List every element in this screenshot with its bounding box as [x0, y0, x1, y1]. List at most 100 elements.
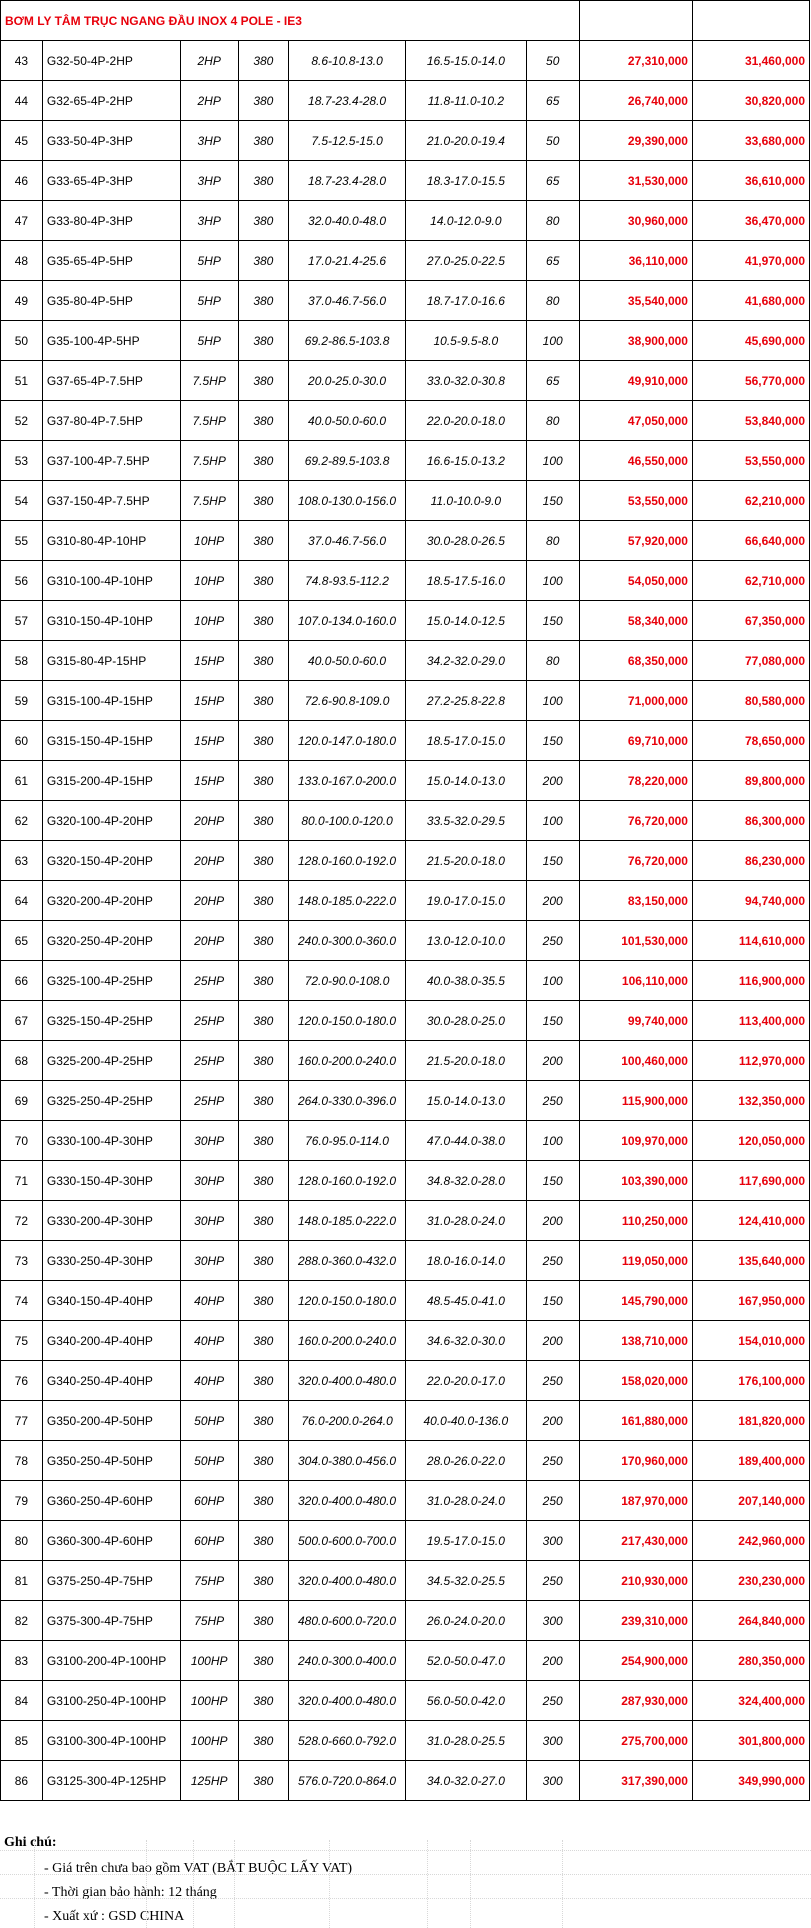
row-number-cell: 46	[0, 160, 43, 201]
price-vat-cell: 62,210,000	[691, 480, 811, 521]
notes-section: Ghi chú: - Giá trên chưa bao gồm VAT (BẮ…	[0, 1823, 811, 1928]
table-row: 63 G320-150-4P-20HP 20HP 380 128.0-160.0-192…	[0, 840, 811, 881]
flow-cell: 128.0-160.0-192.0	[288, 840, 407, 881]
flow-cell: 500.0-600.0-700.0	[288, 1520, 407, 1561]
outlet-cell: 200	[525, 1040, 580, 1081]
grid-line	[329, 1840, 330, 1928]
table-row: 64 G320-200-4P-20HP 20HP 380 148.0-185.0-222…	[0, 880, 811, 921]
model-cell: G340-250-4P-40HP	[41, 1360, 181, 1401]
voltage-cell: 380	[237, 640, 290, 681]
price-cell: 287,930,000	[578, 1680, 693, 1721]
flow-cell: 240.0-300.0-360.0	[288, 920, 407, 961]
flow-cell: 120.0-150.0-180.0	[288, 1000, 407, 1041]
flow-cell: 17.0-21.4-25.6	[288, 240, 407, 281]
flow-cell: 148.0-185.0-222.0	[288, 880, 407, 921]
table-row: 59 G315-100-4P-15HP 15HP 380 72.6-90.8-109.0…	[0, 680, 811, 721]
model-cell: G320-100-4P-20HP	[41, 800, 181, 841]
head-cell: 15.0-14.0-13.0	[405, 760, 527, 801]
outlet-cell: 250	[525, 920, 580, 961]
outlet-cell: 150	[525, 1160, 580, 1201]
power-cell: 3HP	[179, 120, 239, 161]
row-number-cell: 79	[0, 1480, 43, 1521]
table-row: 76 G340-250-4P-40HP 40HP 380 320.0-400.0-480…	[0, 1360, 811, 1401]
model-cell: G325-150-4P-25HP	[41, 1000, 181, 1041]
flow-cell: 32.0-40.0-48.0	[288, 200, 407, 241]
price-vat-cell: 77,080,000	[691, 640, 811, 681]
voltage-cell: 380	[237, 1640, 290, 1681]
voltage-cell: 380	[237, 1520, 290, 1561]
outlet-cell: 65	[525, 80, 580, 121]
model-cell: G330-150-4P-30HP	[41, 1160, 181, 1201]
grid-line	[234, 1840, 235, 1928]
price-cell: 254,900,000	[578, 1640, 693, 1681]
model-cell: G325-250-4P-25HP	[41, 1080, 181, 1121]
outlet-cell: 65	[525, 360, 580, 401]
row-number-cell: 75	[0, 1320, 43, 1361]
outlet-cell: 250	[525, 1560, 580, 1601]
price-cell: 54,050,000	[578, 560, 693, 601]
price-cell: 100,460,000	[578, 1040, 693, 1081]
flow-cell: 37.0-46.7-56.0	[288, 520, 407, 561]
flow-cell: 107.0-134.0-160.0	[288, 600, 407, 641]
voltage-cell: 380	[237, 1720, 290, 1761]
model-cell: G350-200-4P-50HP	[41, 1400, 181, 1441]
flow-cell: 148.0-185.0-222.0	[288, 1200, 407, 1241]
flow-cell: 264.0-330.0-396.0	[288, 1080, 407, 1121]
table-row: 62 G320-100-4P-20HP 20HP 380 80.0-100.0-120.…	[0, 800, 811, 841]
table-row: 55 G310-80-4P-10HP 10HP 380 37.0-46.7-56.0 30…	[0, 520, 811, 561]
voltage-cell: 380	[237, 720, 290, 761]
price-cell: 53,550,000	[578, 480, 693, 521]
model-cell: G3100-200-4P-100HP	[41, 1640, 181, 1681]
row-number-cell: 48	[0, 240, 43, 281]
row-number-cell: 78	[0, 1440, 43, 1481]
flow-cell: 320.0-400.0-480.0	[288, 1560, 407, 1601]
table-row: 73 G330-250-4P-30HP 30HP 380 288.0-360.0-432…	[0, 1240, 811, 1281]
power-cell: 15HP	[179, 640, 239, 681]
head-cell: 52.0-50.0-47.0	[405, 1640, 527, 1681]
outlet-cell: 50	[525, 120, 580, 161]
head-cell: 21.5-20.0-18.0	[405, 840, 527, 881]
model-cell: G330-250-4P-30HP	[41, 1240, 181, 1281]
flow-cell: 72.6-90.8-109.0	[288, 680, 407, 721]
row-number-cell: 60	[0, 720, 43, 761]
table-row: 70 G330-100-4P-30HP 30HP 380 76.0-95.0-114.0…	[0, 1120, 811, 1161]
power-cell: 15HP	[179, 720, 239, 761]
power-cell: 10HP	[179, 600, 239, 641]
price-vat-cell: 116,900,000	[691, 960, 811, 1001]
model-cell: G330-200-4P-30HP	[41, 1200, 181, 1241]
voltage-cell: 380	[237, 280, 290, 321]
table-row: 52 G37-80-4P-7.5HP 7.5HP 380 40.0-50.0-60.0 2…	[0, 400, 811, 441]
voltage-cell: 380	[237, 680, 290, 721]
price-cell: 115,900,000	[578, 1080, 693, 1121]
model-cell: G315-100-4P-15HP	[41, 680, 181, 721]
head-cell: 34.0-32.0-27.0	[405, 1760, 527, 1801]
row-number-cell: 44	[0, 80, 43, 121]
table-row: 56 G310-100-4P-10HP 10HP 380 74.8-93.5-112.2…	[0, 560, 811, 601]
table-row: 79 G360-250-4P-60HP 60HP 380 320.0-400.0-480…	[0, 1480, 811, 1521]
flow-cell: 69.2-86.5-103.8	[288, 320, 407, 361]
voltage-cell: 380	[237, 1600, 290, 1641]
head-cell: 18.3-17.0-15.5	[405, 160, 527, 201]
row-number-cell: 64	[0, 880, 43, 921]
row-number-cell: 54	[0, 480, 43, 521]
row-number-cell: 59	[0, 680, 43, 721]
price-vat-cell: 230,230,000	[691, 1560, 811, 1601]
outlet-cell: 100	[525, 560, 580, 601]
voltage-cell: 380	[237, 920, 290, 961]
price-vat-cell: 114,610,000	[691, 920, 811, 961]
price-vat-cell: 41,970,000	[691, 240, 811, 281]
model-cell: G33-80-4P-3HP	[41, 200, 181, 241]
table-row: 49 G35-80-4P-5HP 5HP 380 37.0-46.7-56.0 18.7-…	[0, 280, 811, 321]
model-cell: G375-300-4P-75HP	[41, 1600, 181, 1641]
outlet-cell: 100	[525, 680, 580, 721]
price-cell: 71,000,000	[578, 680, 693, 721]
table-row: 44 G32-65-4P-2HP 2HP 380 18.7-23.4-28.0 11.8-…	[0, 80, 811, 121]
price-cell: 31,530,000	[578, 160, 693, 201]
outlet-cell: 250	[525, 1360, 580, 1401]
voltage-cell: 380	[237, 200, 290, 241]
model-cell: G310-150-4P-10HP	[41, 600, 181, 641]
flow-cell: 240.0-300.0-400.0	[288, 1640, 407, 1681]
price-vat-cell: 33,680,000	[691, 120, 811, 161]
price-vat-cell: 30,820,000	[691, 80, 811, 121]
outlet-cell: 250	[525, 1080, 580, 1121]
